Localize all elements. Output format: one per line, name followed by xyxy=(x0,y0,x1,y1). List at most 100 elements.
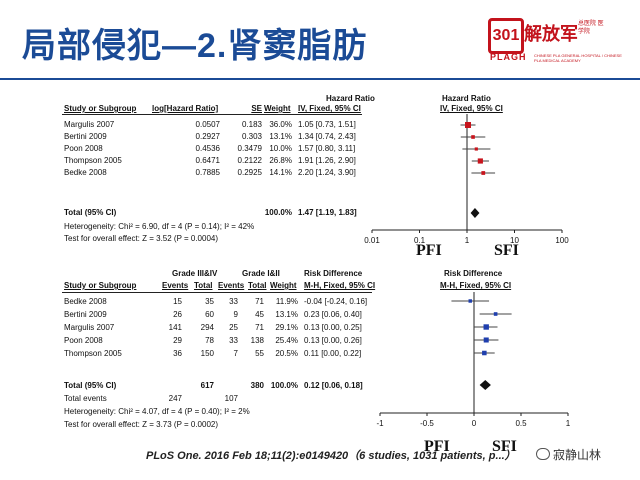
total-value: 55 xyxy=(255,349,264,358)
total-label: Total (95% CI) xyxy=(64,208,117,217)
total-value: 71 xyxy=(255,323,264,332)
heterogeneity-text: Heterogeneity: Chi² = 6.90, df = 4 (P = … xyxy=(64,222,255,231)
axis-label-pfi: PFI xyxy=(416,242,442,259)
x-tick-label: -1 xyxy=(376,419,384,428)
x-tick-label: 0.5 xyxy=(515,419,527,428)
col-se: SE xyxy=(251,104,262,113)
point-estimate-marker xyxy=(482,350,487,356)
point-estimate-marker xyxy=(483,324,489,330)
total-events-grade-i-ii: 107 xyxy=(224,394,238,403)
hospital-logo-subtitle: 总医院 医学院 xyxy=(578,21,604,35)
study-name: Bertini 2009 xyxy=(64,132,107,141)
total-value: 71 xyxy=(255,297,264,306)
hospital-logo-name: 解放军 xyxy=(524,24,578,44)
hr-plot-header: Hazard Ratio xyxy=(442,94,491,103)
rd-plot-header: Risk Difference xyxy=(444,269,503,278)
se-value: 0.2925 xyxy=(237,168,262,177)
axis-label-pfi: PFI xyxy=(424,438,450,455)
hospital-logo-english: CHINESE PLA GENERAL HOSPITAL / CHINESE P… xyxy=(534,53,622,63)
rd-ci-value: -0.04 [-0.24, 0.16] xyxy=(304,297,368,306)
weight-value: 26.8% xyxy=(269,156,292,165)
header-rule xyxy=(62,114,362,115)
events-value: 33 xyxy=(229,297,238,306)
wechat-account-name: 寂静山林 xyxy=(553,448,602,462)
point-estimate-marker xyxy=(493,312,498,316)
total-grade-i-ii: 380 xyxy=(250,381,264,390)
x-tick-label: -0.5 xyxy=(420,419,434,428)
events-value: 29 xyxy=(173,336,182,345)
hr-ci-value: 2.20 [1.24, 3.90] xyxy=(298,168,356,177)
x-tick-label: 0.01 xyxy=(364,236,380,245)
axis-label-sfi: SFI xyxy=(492,438,517,455)
rd-ci-value: 0.23 [0.06, 0.40] xyxy=(304,310,362,319)
total-value: 45 xyxy=(255,310,264,319)
forest-plot-hazard-ratio: 0.01 0.1 1 10 100 xyxy=(364,114,569,245)
weight-value: 20.5% xyxy=(275,349,298,358)
study-name: Bedke 2008 xyxy=(64,297,107,306)
weight-value: 36.0% xyxy=(269,120,292,129)
title-divider xyxy=(0,78,640,80)
forest-plot-risk-difference: -1 -0.5 0 0.5 1 xyxy=(376,292,571,428)
events-value: 15 xyxy=(173,297,182,306)
se-value: 0.303 xyxy=(241,132,262,141)
col-log-hr: log[Hazard Ratio] xyxy=(152,104,219,113)
total-value: 35 xyxy=(205,297,214,306)
heterogeneity-text: Heterogeneity: Chi² = 4.07, df = 4 (P = … xyxy=(64,407,250,416)
x-tick-label: 0 xyxy=(472,419,477,428)
study-name: Margulis 2007 xyxy=(64,323,115,332)
citation: PLoS One. 2016 Feb 18;11(2):e0149420（6 s… xyxy=(146,450,516,462)
se-value: 0.3479 xyxy=(237,144,262,153)
rd-ci-value: 0.13 [0.00, 0.26] xyxy=(304,336,362,345)
overall-effect-text: Test for overall effect: Z = 3.73 (P = 0… xyxy=(64,420,219,429)
total-ci: 1.47 [1.19, 1.83] xyxy=(298,208,357,217)
point-estimate-marker xyxy=(465,122,472,128)
study-name: Bedke 2008 xyxy=(64,168,107,177)
axis-label-sfi: SFI xyxy=(494,242,519,259)
point-estimate-marker xyxy=(483,337,489,343)
col-hr-ci: IV, Fixed, 95% CI xyxy=(298,104,361,113)
point-estimate-marker xyxy=(471,135,475,139)
total-label: Total (95% CI) xyxy=(64,381,117,390)
total-value: 150 xyxy=(200,349,214,358)
hr-column-header: Hazard Ratio xyxy=(326,94,375,103)
total-weight: 100.0% xyxy=(264,208,292,217)
overall-effect-text: Test for overall effect: Z = 3.52 (P = 0… xyxy=(64,234,219,243)
total-value: 294 xyxy=(200,323,214,332)
log-hr-value: 0.2927 xyxy=(195,132,220,141)
weight-value: 29.1% xyxy=(275,323,298,332)
weight-value: 13.1% xyxy=(269,132,292,141)
col-weight: Weight xyxy=(264,104,291,113)
x-tick-label: 10 xyxy=(510,236,519,245)
total-weight: 100.0% xyxy=(270,381,298,390)
total-events-grade-iii-iv: 247 xyxy=(168,394,182,403)
total-ci: 0.12 [0.06, 0.18] xyxy=(304,381,363,390)
x-tick-label: 0.1 xyxy=(414,236,426,245)
point-estimate-marker xyxy=(477,158,483,164)
study-name: Poon 2008 xyxy=(64,144,103,153)
total-grade-iii-iv: 617 xyxy=(200,381,214,390)
study-name: Bertini 2009 xyxy=(64,310,107,319)
rd-ci-value: 0.11 [0.00, 0.22] xyxy=(304,349,362,358)
col-study: Study or Subgroup xyxy=(64,104,137,113)
log-hr-value: 0.6471 xyxy=(195,156,220,165)
events-value: 26 xyxy=(173,310,182,319)
study-name: Poon 2008 xyxy=(64,336,103,345)
se-value: 0.183 xyxy=(241,120,262,129)
log-hr-value: 0.4536 xyxy=(195,144,220,153)
rd-column-header: Risk Difference xyxy=(304,269,363,278)
slide-title: 局部侵犯—2.肾窦脂肪 xyxy=(22,27,368,65)
total-value: 78 xyxy=(205,336,214,345)
col-study: Study or Subgroup xyxy=(64,281,137,290)
hr-ci-value: 1.05 [0.73, 1.51] xyxy=(298,120,356,129)
col-rd-ci: M-H, Fixed, 95% CI xyxy=(304,281,376,290)
events-value: 36 xyxy=(173,349,182,358)
se-value: 0.2122 xyxy=(237,156,262,165)
events-value: 25 xyxy=(229,323,238,332)
events-value: 9 xyxy=(233,310,238,319)
col-total-grade-i-ii: Total xyxy=(248,281,267,290)
weight-value: 13.1% xyxy=(275,310,298,319)
wechat-icon xyxy=(536,448,550,460)
log-hr-value: 0.0507 xyxy=(195,120,220,129)
group1-header: Grade III&IV xyxy=(172,269,218,278)
point-estimate-marker xyxy=(481,171,486,175)
